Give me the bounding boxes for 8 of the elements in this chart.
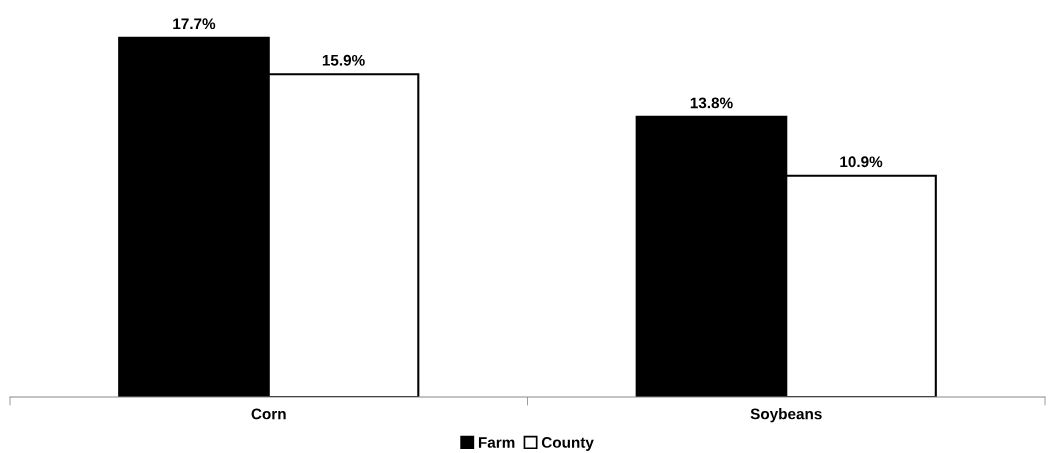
data-label: 15.9% [322, 54, 365, 66]
x-tick-label: Corn [251, 408, 286, 420]
data-label: 13.8% [690, 97, 733, 109]
legend-label: County [541, 437, 594, 451]
x-tick-label: Soybeans [750, 408, 822, 423]
data-label: 17.7% [173, 18, 216, 30]
legend-label: Farm [478, 437, 515, 448]
data-label: 10.9% [840, 156, 883, 168]
